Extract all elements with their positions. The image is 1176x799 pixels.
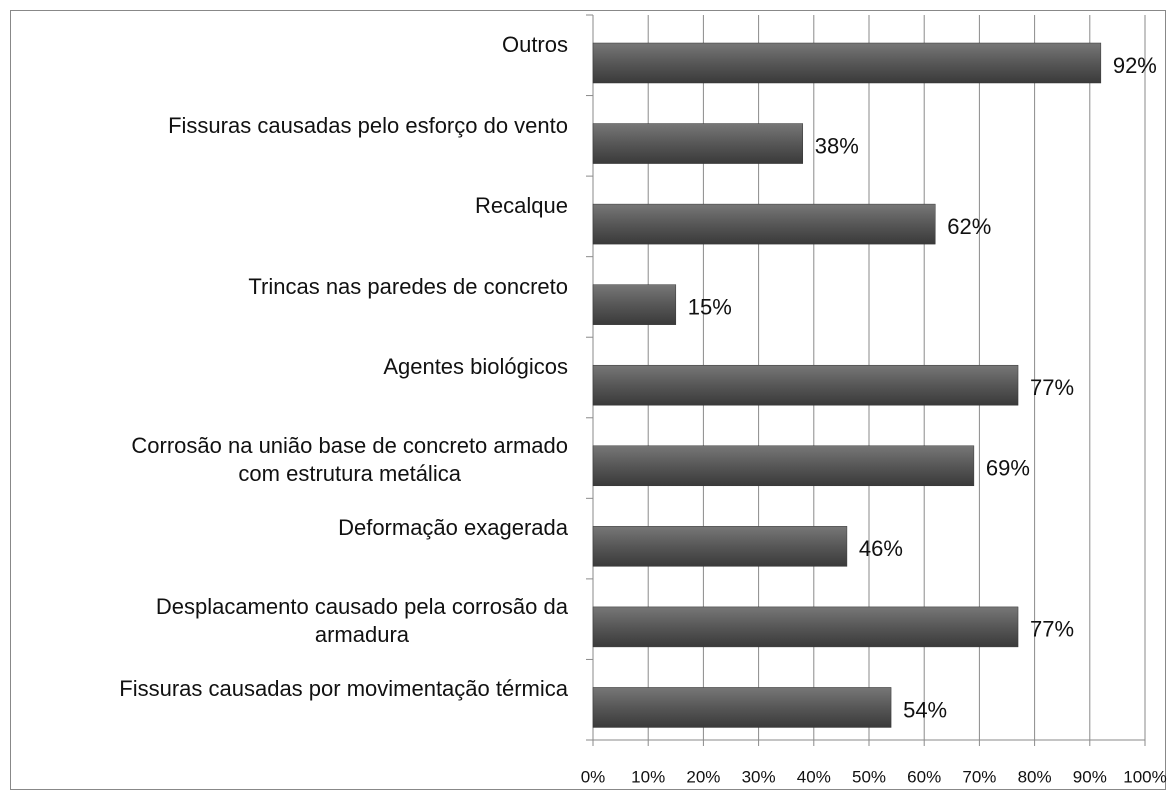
x-tick-label: 0%: [581, 767, 606, 786]
bar: [592, 203, 936, 245]
category-label: Agentes biológicos: [383, 354, 568, 380]
bar: [592, 687, 892, 728]
data-label: 15%: [688, 294, 732, 319]
data-label: 77%: [1030, 375, 1074, 400]
data-label: 54%: [903, 697, 947, 722]
data-label: 46%: [859, 536, 903, 561]
data-label: 62%: [947, 214, 991, 239]
data-label: 69%: [986, 456, 1030, 481]
bar: [592, 526, 848, 567]
data-label: 92%: [1113, 53, 1157, 78]
data-label: 38%: [815, 133, 859, 158]
bar: [592, 606, 1019, 648]
x-tick-label: 100%: [1123, 767, 1166, 786]
category-label: Trincas nas paredes de concreto: [248, 273, 568, 299]
category-label: Outros: [501, 32, 568, 57]
data-label: 77%: [1030, 617, 1074, 642]
x-tick-label: 10%: [631, 767, 665, 786]
bar: [592, 123, 804, 164]
category-label: Recalque: [475, 193, 568, 219]
x-tick-label: 30%: [742, 767, 776, 786]
bar: [592, 42, 1102, 84]
x-tick-label: 90%: [1073, 767, 1107, 786]
category-label: Deformação exagerada: [338, 515, 568, 541]
category-label: Desplacamento causado pela corrosão da a…: [155, 593, 568, 647]
x-tick-label: 80%: [1018, 767, 1052, 786]
bar: [592, 364, 1019, 406]
bar: [592, 284, 677, 325]
x-tick-label: 50%: [852, 767, 886, 786]
x-tick-label: 70%: [962, 767, 996, 786]
category-label: Fissuras causadas por movimentação térmi…: [119, 676, 568, 702]
bar: [592, 445, 975, 487]
category-label: Fissuras causadas pelo esforço do vento: [168, 112, 568, 138]
chart-border: [10, 10, 1166, 790]
x-tick-label: 40%: [797, 767, 831, 786]
x-tick-label: 20%: [686, 767, 720, 786]
category-label: Corrosão na união base de concreto armad…: [131, 432, 568, 486]
x-tick-label: 60%: [907, 767, 941, 786]
